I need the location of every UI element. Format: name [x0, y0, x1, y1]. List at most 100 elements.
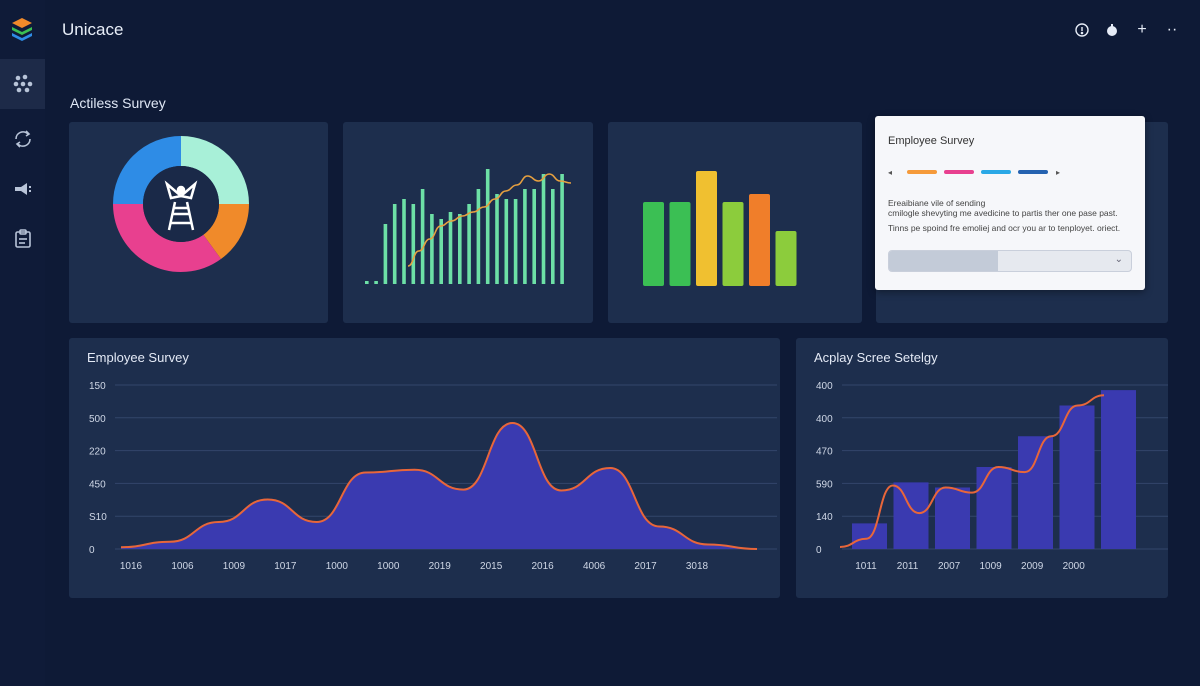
- bar: [392, 204, 397, 284]
- y-tick-label: 140: [816, 512, 833, 523]
- y-tick-label: 450: [89, 479, 106, 490]
- megaphone-icon: [14, 183, 31, 195]
- popup-line-3: Tinns pe spoind fre emoliej and ocr you …: [888, 223, 1121, 233]
- popup-legend: ◂ ▸: [888, 168, 1060, 177]
- bar: [467, 204, 471, 284]
- bar: [852, 523, 887, 549]
- chevron-down-icon: ⌄: [1114, 254, 1123, 265]
- bar: [458, 214, 462, 284]
- x-tick-label: 1009: [979, 561, 1002, 572]
- bar-line-card[interactable]: [343, 122, 593, 323]
- popup-title: Employee Survey: [888, 135, 975, 147]
- section-title: Actiless Survey: [70, 95, 166, 111]
- bar: [1018, 436, 1053, 549]
- bar: [448, 212, 453, 284]
- x-tick-label: 4006: [583, 561, 606, 572]
- trend-line: [839, 394, 1105, 548]
- apps-grid-icon: [13, 74, 32, 93]
- y-tick-label: 220: [89, 447, 106, 458]
- donut-slice: [180, 136, 249, 205]
- y-tick-label: 150: [89, 381, 106, 392]
- sidebar: [0, 0, 45, 686]
- bar-line-chart: [365, 169, 572, 284]
- bar: [551, 189, 555, 284]
- sidebar-item-refresh[interactable]: [0, 114, 45, 164]
- area-fill: [121, 423, 757, 549]
- donut-card[interactable]: [69, 122, 328, 323]
- bar: [430, 214, 434, 284]
- bar: [523, 189, 527, 284]
- bar: [420, 189, 425, 284]
- bar: [374, 281, 378, 284]
- bar: [383, 224, 388, 284]
- clipboard-icon: [14, 229, 31, 248]
- survey-popup[interactable]: Employee Survey ◂ ▸ Ereaibiane vile of s…: [875, 116, 1145, 290]
- trend-line: [407, 173, 572, 267]
- acplay-chart-title: Acplay Scree Setelgy: [814, 350, 938, 365]
- bar: [722, 202, 744, 286]
- acplay-card[interactable]: Acplay Scree Setelgy 400 400 470 590 140 0 101…: [796, 338, 1168, 598]
- legend-bar: [907, 170, 937, 174]
- color-bar-card[interactable]: [608, 122, 862, 323]
- donut-slice: [202, 203, 249, 260]
- donut-slice: [113, 203, 221, 272]
- sidebar-item-apps[interactable]: [0, 59, 45, 109]
- y-tick-label: 0: [89, 545, 95, 556]
- x-tick-label: 1000: [377, 561, 400, 572]
- x-tick-label: 2007: [938, 561, 961, 572]
- bar: [365, 281, 369, 284]
- more-icon[interactable]: ··: [1166, 21, 1178, 38]
- area-chart-title: Employee Survey: [87, 350, 189, 365]
- x-tick-label: 1000: [326, 561, 349, 572]
- bar: [476, 189, 481, 284]
- legend-bar: [981, 170, 1011, 174]
- x-tick-label: 2016: [532, 561, 555, 572]
- bar: [935, 487, 970, 549]
- bar: [513, 199, 518, 284]
- popup-line-1: Ereaibiane vile of sending: [888, 198, 986, 208]
- refresh-cycle-icon: [14, 130, 31, 148]
- x-tick-label: 1011: [855, 561, 877, 572]
- x-tick-label: 2011: [897, 561, 919, 572]
- bar: [775, 231, 797, 286]
- legend-bar: [944, 170, 974, 174]
- notification-icon[interactable]: [1104, 20, 1120, 40]
- x-tick-label: 2000: [1063, 561, 1086, 572]
- x-tick-label: 3018: [686, 561, 709, 572]
- header-toolbar: + ··: [1074, 20, 1180, 40]
- add-icon[interactable]: +: [1137, 21, 1147, 38]
- y-tick-label: S10: [89, 512, 107, 523]
- popup-select-fill: [889, 251, 998, 271]
- donut-slice: [113, 136, 182, 205]
- bar: [643, 202, 664, 286]
- bar: [749, 194, 770, 286]
- popup-select[interactable]: ⌄: [888, 250, 1132, 272]
- color-bar-chart: [643, 171, 797, 286]
- employee-survey-card[interactable]: Employee Survey 150 500 220 450 S10 0 1016 1006…: [69, 338, 780, 598]
- y-tick-label: 590: [816, 479, 833, 490]
- legend-right-arrow-icon: ▸: [1056, 168, 1060, 177]
- bar: [495, 194, 499, 284]
- logo-icon: [12, 18, 32, 41]
- area-line: [120, 421, 758, 550]
- bar: [1101, 390, 1136, 549]
- sidebar-item-announcements[interactable]: [0, 164, 45, 214]
- x-tick-label: 1006: [171, 561, 194, 572]
- y-tick-label: 400: [816, 381, 833, 392]
- popup-line-2: cmilogle shevyting me avedicine to parti…: [888, 208, 1118, 218]
- acplay-chart: 400 400 470 590 140 0 1011 2011 2007 1009 2009 2000: [816, 381, 1168, 572]
- donut-center: [143, 166, 219, 242]
- bar: [669, 202, 691, 286]
- bar: [893, 482, 929, 549]
- x-tick-label: 1017: [274, 561, 297, 572]
- x-tick-label: 2017: [634, 561, 657, 572]
- x-tick-label: 1016: [120, 561, 143, 572]
- bar: [696, 171, 717, 286]
- bar: [485, 169, 490, 284]
- info-icon[interactable]: [1074, 20, 1090, 40]
- x-tick-label: 2019: [429, 561, 452, 572]
- tower-icon: [164, 180, 198, 231]
- bar: [411, 204, 416, 284]
- sidebar-item-reports[interactable]: [0, 214, 45, 264]
- area-chart: 150 500 220 450 S10 0 1016 1006 1009 1017 1000 1000…: [89, 381, 777, 572]
